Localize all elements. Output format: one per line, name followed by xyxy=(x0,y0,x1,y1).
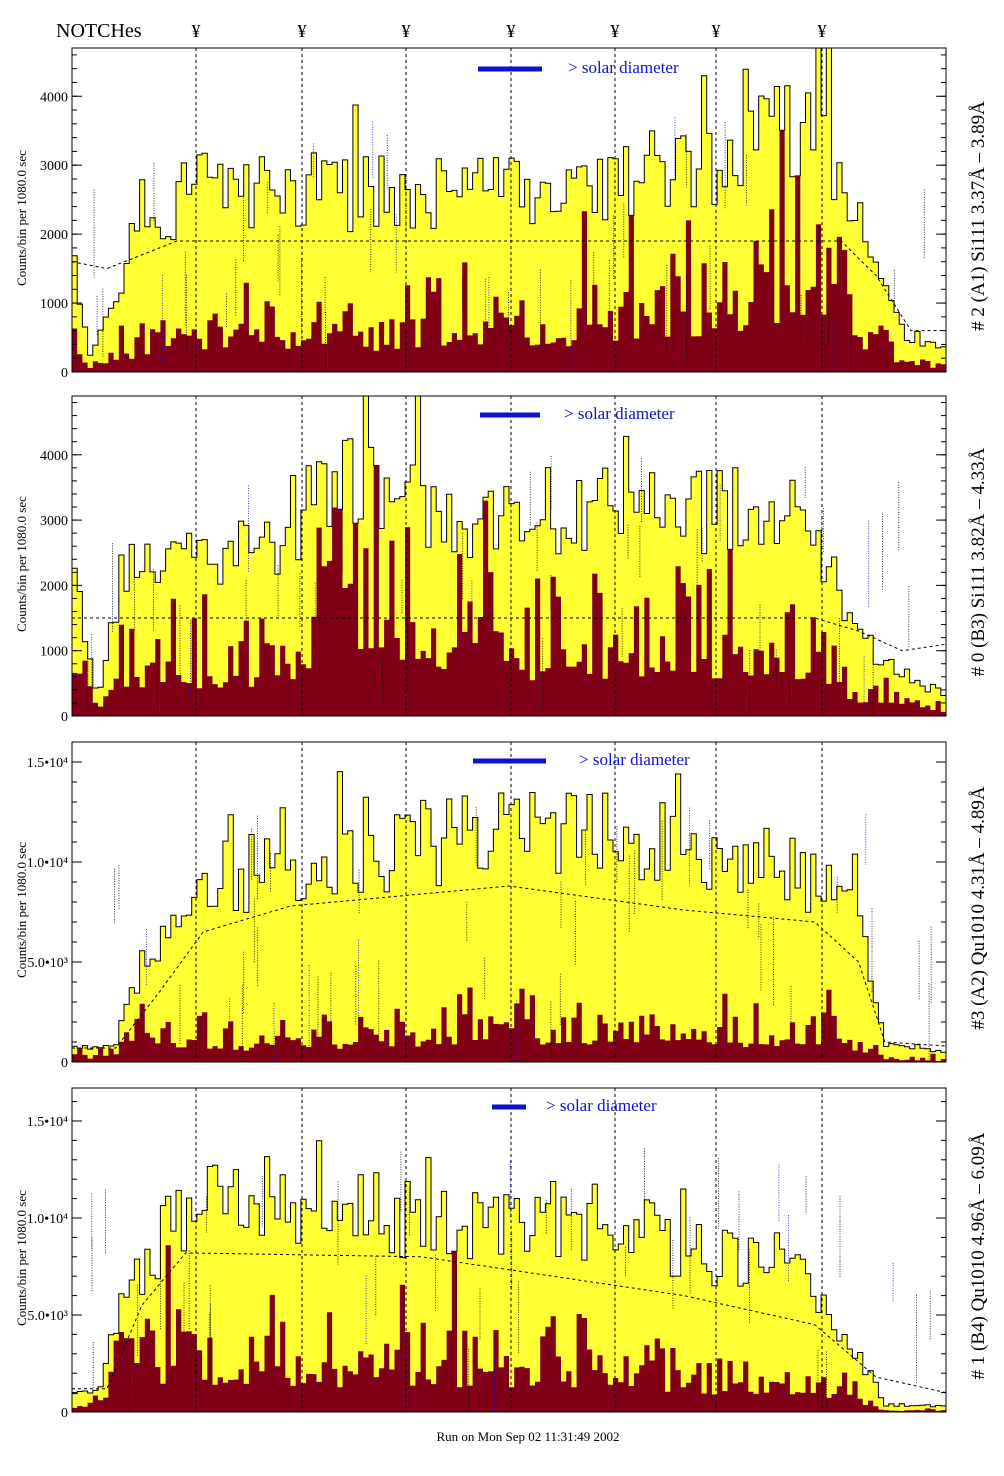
y-tick-label: 5.0•10³ xyxy=(27,956,68,971)
y-tick-label: 1.0•10⁴ xyxy=(27,1212,68,1227)
solar-diameter-legend: > solar diameter xyxy=(568,58,679,77)
y-tick-label: 0 xyxy=(61,710,68,725)
y-tick-label: 0 xyxy=(61,1056,68,1071)
notch-marker-3: ¥ xyxy=(402,21,411,41)
background-counts-histogram xyxy=(72,130,946,372)
notches-label: NOTCHes xyxy=(56,20,142,42)
total-counts-histogram xyxy=(71,1140,947,1413)
run-timestamp: Run on Mon Sep 02 11:31:49 2002 xyxy=(437,1429,620,1444)
y-tick-label: 1.0•10⁴ xyxy=(27,856,68,871)
panel-label: # 0 (B3) Si111 3.82Å – 4.33Å xyxy=(968,447,989,676)
y-axis-label: Counts/bin per 1080.0 sec xyxy=(14,496,29,632)
average-level-line xyxy=(72,1252,947,1394)
y-tick-label: 2000 xyxy=(40,228,68,243)
background-counts-histogram xyxy=(72,987,946,1062)
plot-frame xyxy=(71,1087,947,1413)
chart-panel-1: 0 1000 2000 3000 4000 Counts/bin per 1080.0 s… xyxy=(14,47,989,381)
y-tick-label: 2000 xyxy=(40,579,68,594)
y-axis-label: Counts/bin per 1080.0 sec xyxy=(14,842,29,978)
total-counts-histogram xyxy=(71,771,947,1063)
plot-frame xyxy=(71,395,947,717)
y-tick-label: 1.5•10⁴ xyxy=(27,1115,68,1130)
notch-marker-6: ¥ xyxy=(712,21,721,41)
y-tick-label: 1.5•10⁴ xyxy=(27,756,68,771)
notch-marker-1: ¥ xyxy=(192,21,201,41)
average-level-line xyxy=(72,617,947,652)
y-tick-label: 4000 xyxy=(40,449,68,464)
chart-panels: 0 1000 2000 3000 4000 Counts/bin per 1080.0 s… xyxy=(14,47,989,1421)
notch-markers: ¥ ¥ ¥ ¥ ¥ ¥ ¥ xyxy=(192,21,827,41)
average-level-line xyxy=(72,885,947,1049)
y-tick-label: 3000 xyxy=(40,514,68,529)
y-tick-label: 0 xyxy=(61,366,68,381)
plot-frame xyxy=(71,47,947,373)
y-tick-label: 5.0•10³ xyxy=(27,1309,68,1324)
chart-panel-2: 0 1000 2000 3000 4000 Counts/bin per 1080.0 s… xyxy=(14,395,989,725)
y-tick-label: 1000 xyxy=(40,297,68,312)
background-counts-histogram xyxy=(72,1245,946,1412)
notch-marker-5: ¥ xyxy=(611,21,620,41)
y-axis-label: Counts/bin per 1080.0 sec xyxy=(14,1190,29,1326)
panel-label: # 1 (B4) Qu1010 4.96Å – 6.09Å xyxy=(968,1132,989,1379)
solar-diameter-legend: > solar diameter xyxy=(546,1096,657,1115)
y-tick-label: 4000 xyxy=(40,90,68,105)
notch-marker-2: ¥ xyxy=(298,21,307,41)
y-tick-label: 0 xyxy=(61,1406,68,1421)
y-axis-label: Counts/bin per 1080.0 sec xyxy=(14,150,29,286)
average-level-line xyxy=(71,240,946,332)
notch-marker-7: ¥ xyxy=(818,21,827,41)
chart-panel-4: 0 5.0•10³ 1.0•10⁴ 1.5•10⁴ Counts/bin per 108… xyxy=(14,1087,989,1421)
chart-panel-3: 0 5.0•10³ 1.0•10⁴ 1.5•10⁴ Counts/bin per 108… xyxy=(14,741,989,1071)
panel-label: # 2 (A1) Si111 3.37Å – 3.89Å xyxy=(968,101,989,331)
y-tick-label: 1000 xyxy=(40,645,68,660)
notch-marker-4: ¥ xyxy=(507,21,516,41)
panel-label: #3 (A2) Qu1010 4.31Å – 4.89Å xyxy=(968,786,989,1030)
solar-diameter-legend: > solar diameter xyxy=(564,404,675,423)
solar-diameter-legend: > solar diameter xyxy=(579,750,690,769)
background-counts-histogram xyxy=(72,465,946,716)
y-tick-label: 3000 xyxy=(40,159,68,174)
